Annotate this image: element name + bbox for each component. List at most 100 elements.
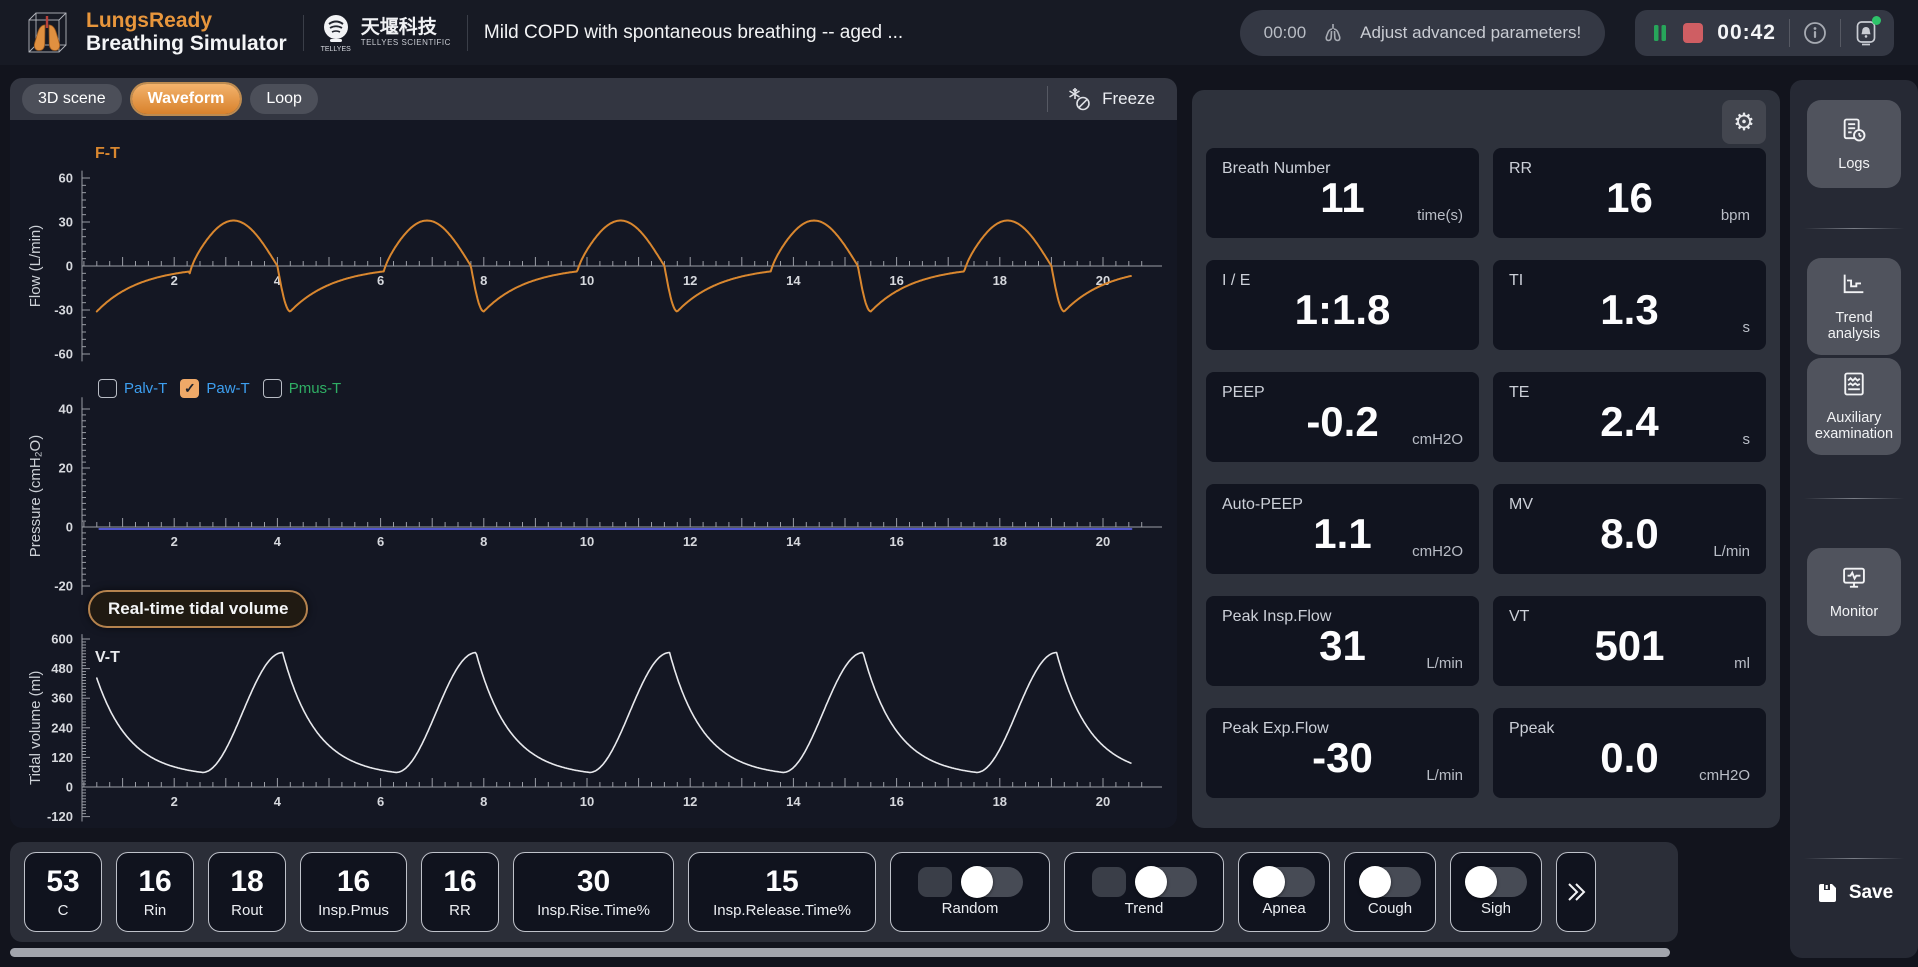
toggle-block <box>1091 867 1126 897</box>
param-value: 15 <box>765 865 799 898</box>
svg-text:6: 6 <box>377 794 384 809</box>
metric-value: 0.0 <box>1600 734 1659 781</box>
toggle-label: Apnea <box>1262 900 1306 917</box>
svg-text:360: 360 <box>51 691 73 706</box>
gear-icon[interactable]: ⚙ <box>1722 100 1766 144</box>
metric-value: 501 <box>1594 622 1665 669</box>
svg-text:12: 12 <box>683 794 697 809</box>
svg-text:2: 2 <box>171 794 178 809</box>
tab-loop[interactable]: Loop <box>250 84 318 114</box>
metric-unit: ml <box>1734 655 1750 672</box>
param-label: C <box>57 902 69 919</box>
pause-button[interactable] <box>1651 23 1669 43</box>
sidebar-button-trend-analysis[interactable]: Trend analysis <box>1807 258 1901 356</box>
checkbox-palv-t[interactable]: Palv-T <box>98 379 167 398</box>
toggle-switch[interactable] <box>1134 866 1197 898</box>
svg-text:12: 12 <box>683 273 697 288</box>
toggle-card-sigh[interactable]: Sigh <box>1450 852 1542 932</box>
sidebar-divider <box>1804 858 1904 859</box>
metrics-panel: ⚙ Breath Number 11 time(s) RR 16 bpm I /… <box>1192 90 1780 828</box>
svg-text:600: 600 <box>51 632 73 647</box>
save-label: Save <box>1848 882 1894 903</box>
advanced-hint-banner[interactable]: 00:00 Adjust advanced parameters! <box>1239 9 1606 56</box>
param-card-c[interactable]: 53 C <box>24 852 102 932</box>
svg-text:12: 12 <box>683 534 697 549</box>
toggle-knob <box>1134 866 1167 898</box>
save-button[interactable]: Save <box>1790 880 1918 906</box>
toggle-card-apnea[interactable]: Apnea <box>1238 852 1330 932</box>
stop-button[interactable] <box>1682 22 1704 44</box>
info-icon <box>1804 21 1826 44</box>
brand-name-cn: 天堰科技 <box>360 16 437 38</box>
param-value: 16 <box>138 865 172 898</box>
param-card-insp-pmus[interactable]: 16 Insp.Pmus <box>300 852 407 932</box>
checkbox-paw-t[interactable]: ✓ Paw-T <box>180 379 250 398</box>
pill-divider <box>1840 18 1841 47</box>
tidal-volume-badge: Real-time tidal volume <box>88 590 309 628</box>
param-label: Insp.Release.Time% <box>713 902 851 919</box>
toggle-switch[interactable] <box>1359 866 1421 898</box>
sidebar-button-monitor[interactable]: Monitor <box>1807 548 1901 636</box>
checkbox-unchecked-icon <box>98 379 117 398</box>
toggle-card-random[interactable]: Random <box>890 852 1050 932</box>
brand-block: TELLYES 天堰科技 TELLYES SCIENTIFIC <box>320 13 451 53</box>
svg-text:20: 20 <box>1096 794 1110 809</box>
horizontal-scrollbar[interactable] <box>10 948 1670 957</box>
metric-label: Auto-PEEP <box>1222 496 1303 513</box>
svg-text:18: 18 <box>993 273 1007 288</box>
info-button[interactable] <box>1803 21 1827 45</box>
metric-value: 1.3 <box>1600 286 1659 333</box>
svg-text:0: 0 <box>66 520 73 535</box>
freeze-icon <box>1069 88 1090 111</box>
toggle-card-trend[interactable]: Trend <box>1064 852 1224 932</box>
svg-text:Flow (L/min): Flow (L/min) <box>27 225 44 308</box>
metric-unit: L/min <box>1426 767 1463 784</box>
pressure-legend: Palv-T ✓ Paw-T Pmus-T <box>98 379 341 398</box>
metric-label: VT <box>1509 608 1530 625</box>
scenario-title: Mild COPD with spontaneous breathing -- … <box>483 21 904 43</box>
device-button[interactable] <box>1854 15 1881 46</box>
lungs-logo-icon <box>24 8 70 58</box>
tab-3d-scene[interactable]: 3D scene <box>22 84 122 114</box>
toggle-switch[interactable] <box>1465 866 1527 898</box>
toggle-switch[interactable] <box>1253 866 1315 898</box>
metric-value: 1.1 <box>1313 510 1372 557</box>
metric-unit: bpm <box>1720 207 1750 224</box>
metric-card-i-e: I / E 1:1.8 <box>1206 260 1479 350</box>
metric-unit: L/min <box>1426 655 1463 672</box>
tabbar-divider <box>1047 86 1049 112</box>
param-card-rr[interactable]: 16 RR <box>421 852 499 932</box>
param-card-insp-rise-time[interactable]: 30 Insp.Rise.Time% <box>513 852 674 932</box>
svg-text:4: 4 <box>274 534 282 549</box>
metric-unit: cmH2O <box>1699 767 1750 784</box>
header-bar: LungsReady Breathing Simulator TELLYES <box>0 0 1918 65</box>
metric-value: 31 <box>1319 622 1366 669</box>
metric-unit: cmH2O <box>1412 543 1463 560</box>
tab-waveform[interactable]: Waveform <box>131 84 241 114</box>
advanced-hint-text: Adjust advanced parameters! <box>1360 22 1582 42</box>
svg-text:40: 40 <box>59 402 73 417</box>
freeze-button[interactable]: Freeze <box>1047 86 1165 112</box>
toggle-label: Sigh <box>1480 900 1512 917</box>
metric-label: Peak Insp.Flow <box>1222 608 1332 625</box>
param-card-insp-release-time[interactable]: 15 Insp.Release.Time% <box>688 852 876 932</box>
svg-text:Tidal volume (ml): Tidal volume (ml) <box>27 671 44 785</box>
svg-text:V-T: V-T <box>95 649 120 666</box>
param-label: Insp.Pmus <box>318 902 389 919</box>
svg-text:14: 14 <box>786 794 801 809</box>
sidebar-button-auxiliary-examination[interactable]: Auxiliary examination <box>1807 358 1901 456</box>
sidebar-button-logs[interactable]: Logs <box>1807 100 1901 188</box>
svg-text:4: 4 <box>274 273 282 288</box>
param-card-rout[interactable]: 18 Rout <box>208 852 286 932</box>
more-params-button[interactable] <box>1556 852 1596 932</box>
metric-value: 2.4 <box>1600 398 1659 445</box>
svg-text:10: 10 <box>580 534 594 549</box>
checkbox-pmus-t[interactable]: Pmus-T <box>262 379 341 398</box>
toggle-knob <box>960 866 993 898</box>
param-value: 16 <box>336 865 371 898</box>
toggle-card-cough[interactable]: Cough <box>1344 852 1436 932</box>
param-card-rin[interactable]: 16 Rin <box>116 852 194 932</box>
metric-label: RR <box>1509 160 1533 177</box>
toggle-switch[interactable] <box>960 866 1023 898</box>
svg-text:120: 120 <box>51 750 73 765</box>
